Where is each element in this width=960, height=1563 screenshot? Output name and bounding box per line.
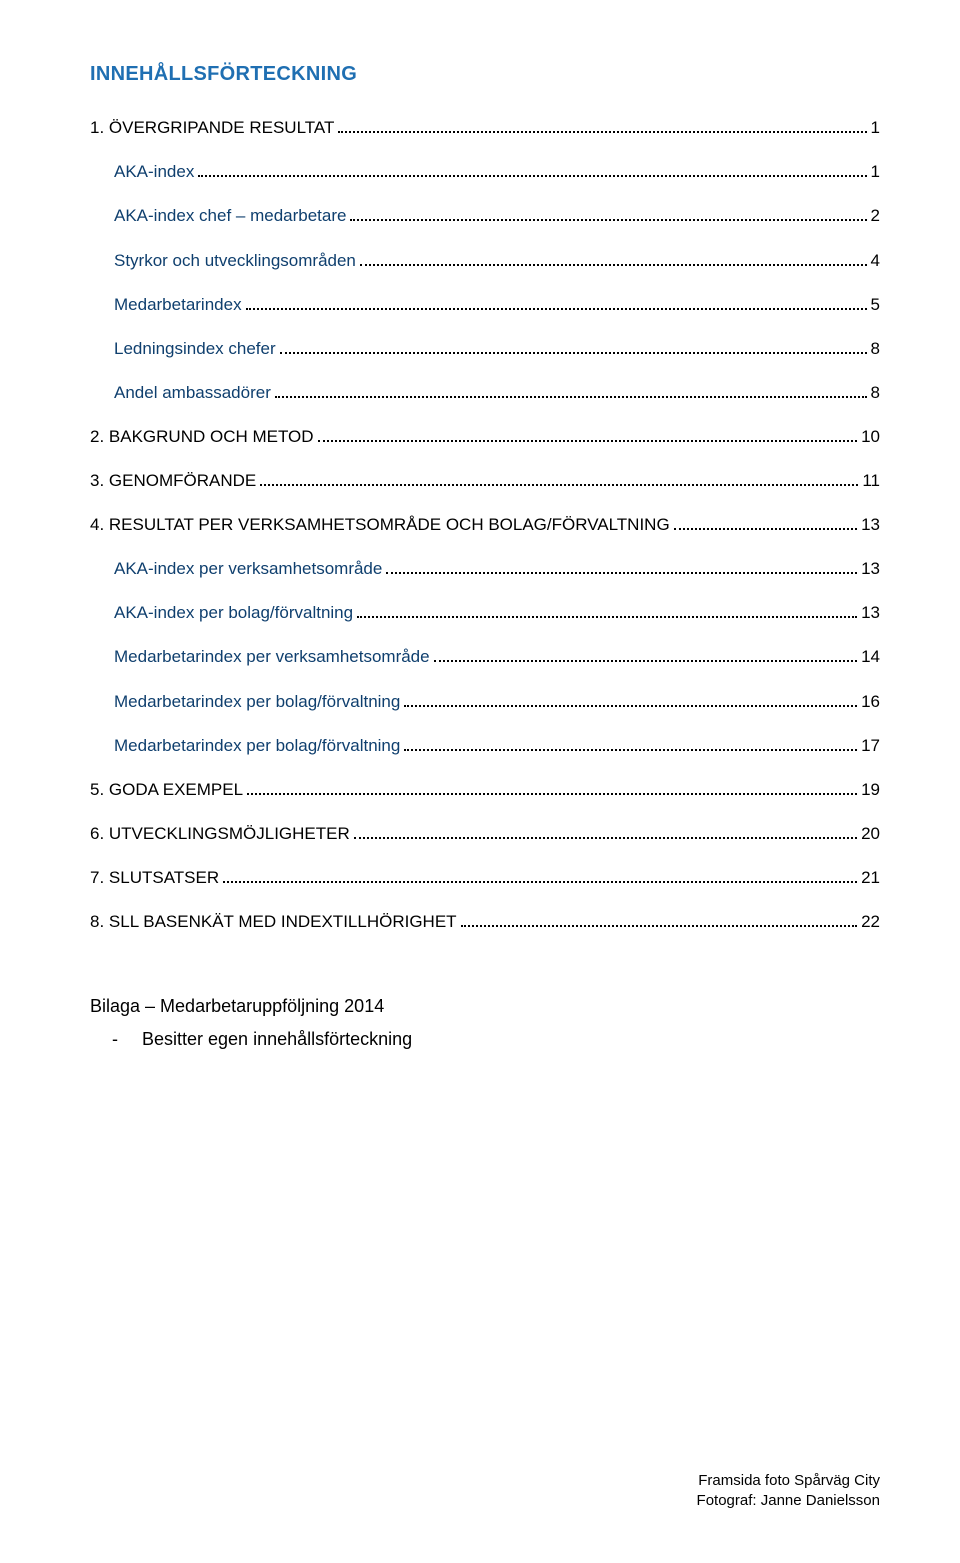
toc-entry[interactable]: Medarbetarindex per bolag/förvaltning 17 (90, 733, 880, 757)
toc-entry-page: 8 (871, 381, 880, 405)
toc-entry[interactable]: AKA-index per verksamhetsområde 13 (90, 557, 880, 581)
toc-dot-leader (318, 425, 858, 442)
toc-dot-leader (354, 822, 857, 839)
toc-entry-label: 4. RESULTAT PER VERKSAMHETSOMRÅDE OCH BO… (90, 513, 670, 537)
toc-entry[interactable]: Ledningsindex chefer 8 (90, 336, 880, 360)
toc-dot-leader (280, 336, 867, 353)
footer-line-1: Framsida foto Spårväg City (697, 1471, 880, 1491)
toc-entry[interactable]: 5. GODA EXEMPEL 19 (90, 777, 880, 801)
toc-dot-leader (360, 248, 867, 265)
toc-entry-label: Andel ambassadörer (90, 381, 271, 405)
toc-dot-leader (350, 204, 866, 221)
toc-entry-page: 2 (871, 204, 880, 228)
toc-dot-leader (246, 292, 867, 309)
toc-entry-page: 10 (861, 425, 880, 449)
toc-entry[interactable]: 7. SLUTSATSER 21 (90, 866, 880, 890)
toc-entry-label: AKA-index per verksamhetsområde (90, 557, 382, 581)
toc-entry-label: Medarbetarindex (90, 293, 242, 317)
toc-entry-label: Medarbetarindex per bolag/förvaltning (90, 734, 400, 758)
toc-entry-page: 5 (871, 293, 880, 317)
toc-entry[interactable]: Andel ambassadörer 8 (90, 381, 880, 405)
toc-dot-leader (386, 557, 857, 574)
toc-dot-leader (198, 160, 866, 177)
toc-entry[interactable]: 1. ÖVERGRIPANDE RESULTAT 1 (90, 116, 880, 140)
toc-entry-page: 11 (862, 469, 880, 493)
toc-dot-leader (674, 513, 857, 530)
toc-entry-page: 8 (871, 337, 880, 361)
toc-entry-page: 1 (871, 160, 880, 184)
toc-entry-page: 21 (861, 866, 880, 890)
toc-entry[interactable]: Medarbetarindex per bolag/förvaltning 16 (90, 689, 880, 713)
toc-entry-label: 1. ÖVERGRIPANDE RESULTAT (90, 116, 334, 140)
toc-entry[interactable]: Medarbetarindex 5 (90, 292, 880, 316)
appendix-note-row: - Besitter egen innehållsförteckning (90, 1027, 880, 1052)
footer-line-2: Fotograf: Janne Danielsson (697, 1491, 880, 1511)
toc-dot-leader (247, 777, 857, 794)
toc-dot-leader (260, 469, 858, 486)
toc-entry-label: 2. BAKGRUND OCH METOD (90, 425, 314, 449)
toc-entry[interactable]: 4. RESULTAT PER VERKSAMHETSOMRÅDE OCH BO… (90, 513, 880, 537)
toc-entry[interactable]: AKA-index per bolag/förvaltning 13 (90, 601, 880, 625)
toc-entry-page: 14 (861, 645, 880, 669)
toc-entry[interactable]: 2. BAKGRUND OCH METOD 10 (90, 425, 880, 449)
toc-entry-label: 5. GODA EXEMPEL (90, 778, 243, 802)
toc-entry-label: AKA-index (90, 160, 194, 184)
toc-entry[interactable]: AKA-index chef – medarbetare 2 (90, 204, 880, 228)
toc-entry-label: 6. UTVECKLINGSMÖJLIGHETER (90, 822, 350, 846)
toc-entry-label: Medarbetarindex per verksamhetsområde (90, 645, 430, 669)
toc-entry-label: AKA-index per bolag/förvaltning (90, 601, 353, 625)
toc-entry[interactable]: Medarbetarindex per verksamhetsområde 14 (90, 645, 880, 669)
toc-entry[interactable]: 6. UTVECKLINGSMÖJLIGHETER 20 (90, 822, 880, 846)
toc-entry-page: 20 (861, 822, 880, 846)
toc-dot-leader (404, 689, 857, 706)
toc-entry-page: 13 (861, 513, 880, 537)
toc-dot-leader (357, 601, 857, 618)
toc-entry-label: Styrkor och utvecklingsområden (90, 249, 356, 273)
table-of-contents: 1. ÖVERGRIPANDE RESULTAT1AKA-index1AKA-i… (90, 116, 880, 934)
toc-entry-page: 22 (861, 910, 880, 934)
toc-dot-leader (338, 116, 866, 133)
toc-entry[interactable]: 8. SLL BASENKÄT MED INDEXTILLHÖRIGHET 22 (90, 910, 880, 934)
toc-dot-leader (434, 645, 857, 662)
toc-entry-page: 16 (861, 690, 880, 714)
toc-dot-leader (275, 381, 867, 398)
toc-entry-page: 19 (861, 778, 880, 802)
toc-entry-label: 7. SLUTSATSER (90, 866, 219, 890)
toc-entry-label: 8. SLL BASENKÄT MED INDEXTILLHÖRIGHET (90, 910, 457, 934)
footer-credit: Framsida foto Spårväg City Fotograf: Jan… (697, 1471, 880, 1512)
appendix-note: Besitter egen innehållsförteckning (142, 1027, 412, 1052)
appendix-title: Bilaga – Medarbetaruppföljning 2014 (90, 994, 880, 1019)
toc-entry-page: 4 (871, 249, 880, 273)
appendix-dash: - (112, 1027, 142, 1052)
toc-entry-page: 1 (871, 116, 880, 140)
toc-entry-page: 13 (861, 601, 880, 625)
toc-heading: INNEHÅLLSFÖRTECKNING (90, 60, 880, 88)
toc-entry-label: 3. GENOMFÖRANDE (90, 469, 256, 493)
toc-dot-leader (223, 866, 857, 883)
toc-entry-label: Medarbetarindex per bolag/förvaltning (90, 690, 400, 714)
toc-entry-page: 17 (861, 734, 880, 758)
toc-entry-label: Ledningsindex chefer (90, 337, 276, 361)
toc-entry[interactable]: 3. GENOMFÖRANDE 11 (90, 469, 880, 493)
page-container: INNEHÅLLSFÖRTECKNING 1. ÖVERGRIPANDE RES… (0, 0, 960, 1563)
toc-dot-leader (461, 910, 858, 927)
toc-entry[interactable]: AKA-index 1 (90, 160, 880, 184)
toc-entry-label: AKA-index chef – medarbetare (90, 204, 346, 228)
appendix-block: Bilaga – Medarbetaruppföljning 2014 - Be… (90, 994, 880, 1052)
toc-dot-leader (404, 733, 857, 750)
toc-entry[interactable]: Styrkor och utvecklingsområden 4 (90, 248, 880, 272)
toc-entry-page: 13 (861, 557, 880, 581)
